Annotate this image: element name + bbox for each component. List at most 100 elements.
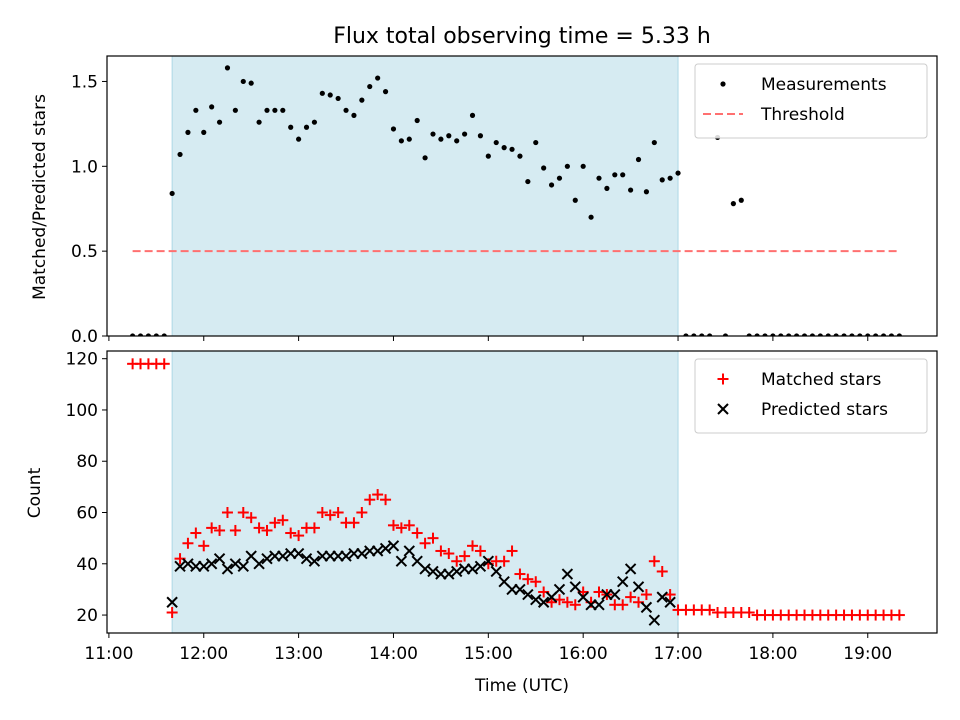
bottom-series-1-point [616, 576, 629, 588]
bottom-legend-box [694, 358, 928, 434]
top-series-0-point [185, 129, 191, 135]
top-series-0-point [659, 177, 665, 183]
bottom-y-tick-label: 60 [76, 504, 98, 524]
top-legend-label: Measurements [761, 75, 887, 95]
bottom-series-0-point [553, 594, 565, 606]
top-series-0-point [865, 333, 871, 336]
top-series-0-point [280, 107, 286, 113]
top-series-0-point [501, 145, 507, 151]
bottom-series-1-point [609, 588, 621, 601]
top-series-0-point [857, 333, 863, 336]
top-series-0-point [509, 146, 515, 152]
bottom-y-tick-label: 120 [66, 350, 98, 370]
bottom-legend-label: Predicted stars [761, 400, 888, 420]
top-series-0-point [778, 333, 784, 336]
bottom-series-0-point [308, 522, 320, 534]
bottom-series-0-point [229, 524, 241, 536]
bottom-series-0-point [435, 545, 447, 557]
bottom-series-0-point [893, 609, 905, 621]
top-series-0-point [588, 214, 594, 220]
bottom-series-0-point [190, 527, 202, 539]
bottom-series-1-point [174, 560, 186, 573]
top-series-0-point [746, 333, 752, 336]
bottom-series-0-point [214, 524, 226, 536]
top-series-0-point [177, 151, 183, 158]
bottom-series-0-point [261, 524, 273, 536]
top-series-0-point [137, 333, 144, 336]
bottom-series-0-point [285, 527, 297, 539]
top-y-axis-label: Matched/Predicted stars [30, 94, 50, 300]
bottom-series-0-point [467, 540, 479, 552]
top-series-0-point [699, 333, 705, 336]
chart-title: Flux total observing time = 5.33 h [333, 24, 711, 49]
top-series-0-point [454, 138, 460, 144]
top-series-0-point [691, 333, 697, 336]
top-series-0-point [841, 333, 847, 336]
top-series-0-point [541, 165, 547, 171]
bottom-series-0-point [221, 507, 233, 519]
top-series-0-point [738, 197, 744, 203]
bottom-y-tick-label: 100 [66, 401, 98, 421]
top-series-0-point [580, 163, 586, 169]
x-tick-label: 14:00 [369, 644, 418, 664]
bottom-series-1-point [427, 565, 439, 578]
top-series-0-point [296, 136, 302, 142]
bottom-series-1-point [229, 558, 242, 570]
bottom-series-1-point [387, 540, 400, 552]
bottom-series-1-point [482, 555, 495, 567]
top-series-0-point [485, 153, 491, 159]
bottom-series-0-point [206, 522, 218, 534]
top-series-0-point [130, 333, 136, 336]
top-series-0-point [430, 131, 436, 137]
top-legend-marker [720, 81, 726, 87]
bottom-series-0-point [324, 509, 336, 521]
bottom-axes-frame [106, 350, 938, 634]
top-series-0-point [564, 163, 570, 169]
x-tick-label: 17:00 [654, 644, 703, 664]
bottom-series-0-point [253, 522, 265, 534]
top-legend: Measurements Threshold [694, 63, 928, 139]
bottom-series-1-point [253, 558, 265, 570]
bottom-series-0-point [443, 548, 455, 560]
top-series-0-point [367, 83, 373, 90]
bottom-series-0-point [569, 599, 581, 611]
top-series-0-point [264, 107, 270, 113]
bottom-y-tick-label: 80 [76, 452, 98, 472]
top-series-0-point [161, 333, 167, 336]
top-series-0-point [438, 136, 444, 142]
x-tick-label: 19:00 [843, 644, 892, 664]
bottom-series-1-point [308, 555, 321, 567]
top-series-0-point [462, 131, 468, 137]
bottom-series-0-point [198, 540, 210, 552]
bottom-series-0-point [316, 507, 328, 519]
bottom-series-1-point [340, 550, 352, 562]
top-series-0-point [643, 189, 650, 195]
top-series-0-point [888, 333, 895, 336]
top-series-0-point [754, 333, 760, 336]
top-series-0-point [635, 156, 642, 163]
top-series-0-point [209, 104, 215, 110]
bottom-series-0-point [387, 519, 399, 531]
top-series-0-point [628, 187, 634, 193]
bottom-series-0-point [348, 517, 360, 529]
bottom-series-0-point [277, 514, 289, 526]
bottom-series-0-point [403, 519, 415, 531]
top-series-0-point [801, 333, 808, 336]
top-series-0-point [880, 333, 887, 336]
bottom-series-0-point [498, 555, 510, 567]
bottom-series-1-point [237, 560, 249, 573]
top-axes-frame [106, 55, 938, 337]
bottom-series-0-point [166, 606, 178, 618]
top-panel: 0.0 0.5 1.0 1.5 Measurements Threshold [71, 55, 938, 347]
bottom-series-1-point [403, 545, 415, 557]
top-series-0-point [730, 201, 736, 207]
bottom-series-0-point [451, 555, 463, 567]
top-series-0-point [359, 97, 365, 103]
bottom-series-0-point [459, 550, 471, 562]
x-tick-label: 12:00 [179, 644, 228, 664]
bottom-series-1-point [624, 563, 637, 575]
bottom-series-1-point [593, 599, 605, 611]
bottom-series-0-point [356, 507, 368, 519]
bottom-series-0-point [522, 573, 534, 585]
